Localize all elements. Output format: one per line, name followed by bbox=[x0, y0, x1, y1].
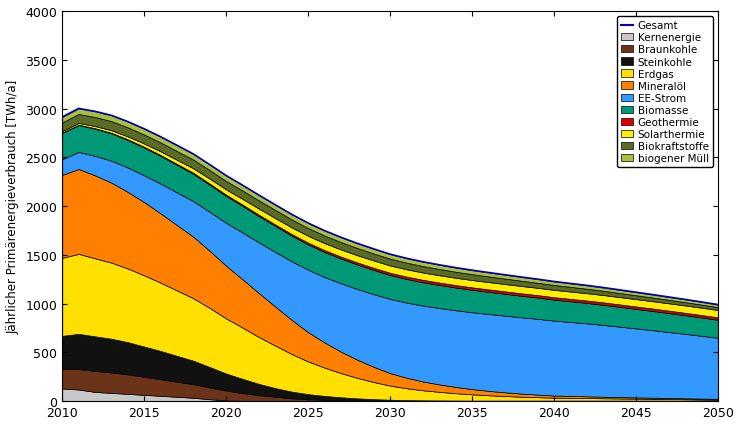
Legend: Gesamt, Kernenergie, Braunkohle, Steinkohle, Erdgas, Mineralöl, EE-Strom, Biomas: Gesamt, Kernenergie, Braunkohle, Steinko… bbox=[617, 17, 713, 168]
Y-axis label: Jährlicher Primärenergieverbrauch [TWh/a]: Jährlicher Primärenergieverbrauch [TWh/a… bbox=[7, 80, 20, 334]
